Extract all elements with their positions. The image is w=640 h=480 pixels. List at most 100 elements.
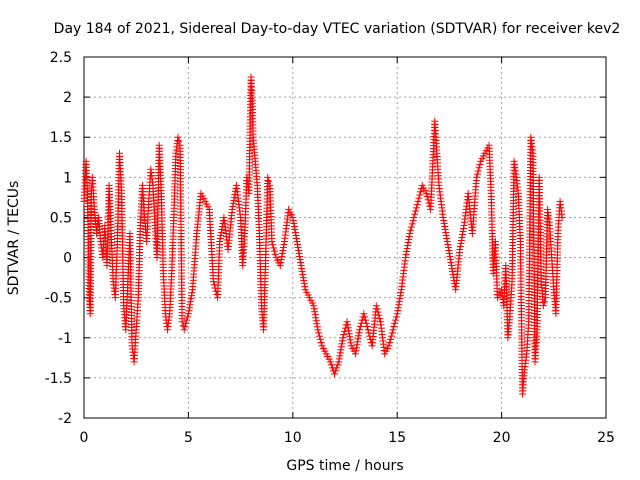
data-point [404, 242, 412, 250]
data-point [312, 317, 320, 325]
data-point [417, 188, 425, 196]
data-point [270, 247, 278, 255]
data-point [299, 271, 307, 279]
data-point [444, 241, 452, 249]
x-tick-label: 0 [80, 430, 89, 446]
data-point [356, 323, 364, 331]
data-point [316, 335, 324, 343]
data-point [446, 256, 454, 264]
data-point [311, 308, 319, 316]
x-tick-label: 5 [184, 430, 193, 446]
data-point [402, 251, 410, 259]
y-tick-label: 0.5 [50, 210, 72, 226]
data-point [181, 323, 189, 331]
data-point [337, 343, 345, 351]
x-tick-label: 25 [597, 430, 615, 446]
data-point [355, 329, 363, 337]
y-tick-label: 2.5 [50, 50, 72, 66]
data-point [364, 326, 372, 334]
data-point [392, 313, 400, 321]
data-point [337, 346, 345, 354]
data-point [294, 244, 302, 252]
data-point [314, 326, 322, 334]
data-point [440, 216, 448, 224]
data-point [264, 173, 272, 181]
data-point [440, 219, 448, 227]
data-point [353, 341, 361, 349]
plot-frame [83, 56, 607, 419]
data-point [315, 329, 323, 337]
data-point [292, 231, 300, 239]
data-point [415, 194, 423, 202]
data-point [297, 259, 305, 267]
data-point [178, 318, 186, 326]
data-point [445, 250, 453, 258]
data-point [278, 250, 286, 258]
data-point [405, 232, 413, 240]
data-point [409, 217, 417, 225]
x-tick-label: 10 [284, 430, 302, 446]
data-point [346, 336, 354, 344]
data-point [296, 253, 304, 261]
data-point [311, 311, 319, 319]
data-point [442, 228, 450, 236]
data-point [280, 241, 288, 249]
data-point [473, 173, 481, 181]
data-point [313, 320, 321, 328]
data-point [293, 241, 301, 249]
data-point [229, 202, 237, 210]
data-point [387, 332, 395, 340]
data-point [338, 340, 346, 348]
data-point [373, 305, 381, 313]
chart-title: Day 184 of 2021, Sidereal Day-to-day VTE… [54, 21, 621, 37]
y-tick-label: 2 [63, 90, 72, 106]
data-point [312, 314, 320, 322]
data-point [279, 244, 287, 252]
data-point [296, 256, 304, 264]
data-point [291, 228, 299, 236]
data-point [188, 292, 196, 300]
data-point [412, 204, 420, 212]
data-point [269, 241, 277, 249]
data-point [390, 323, 398, 331]
data-point [174, 133, 182, 141]
data-point [334, 361, 342, 369]
data-point [405, 236, 413, 244]
data-point [360, 310, 368, 318]
y-tick-label: -1 [58, 331, 72, 347]
y-tick-labels: -2 -1.5 -1 -0.5 0 0.5 1 1.5 2 2.5 [45, 50, 72, 427]
data-point [336, 352, 344, 360]
data-point [443, 235, 451, 243]
data-point [395, 301, 403, 309]
data-point [457, 240, 465, 248]
data-point [216, 238, 224, 246]
data-point [183, 316, 191, 324]
data-point [298, 268, 306, 276]
data-point [397, 289, 405, 297]
data-point [459, 224, 467, 232]
data-point [333, 364, 341, 372]
data-point [402, 254, 410, 262]
y-tick-label: 1 [63, 170, 72, 186]
data-point [340, 331, 348, 339]
data-point [458, 230, 466, 238]
data-point [184, 313, 192, 321]
data-point [270, 244, 278, 252]
data-point [407, 223, 415, 231]
data-points [80, 73, 566, 398]
data-point [298, 265, 306, 273]
data-point [216, 235, 224, 243]
x-tick-label: 20 [493, 430, 511, 446]
data-point [403, 248, 411, 256]
data-point [346, 333, 354, 341]
data-point [473, 170, 481, 178]
data-point [362, 319, 370, 327]
data-point [339, 334, 347, 342]
data-point [441, 222, 449, 230]
data-point [447, 262, 455, 270]
y-tick-label: 0 [63, 251, 72, 267]
data-point [458, 234, 466, 241]
data-point [187, 295, 195, 303]
data-point [363, 323, 371, 331]
